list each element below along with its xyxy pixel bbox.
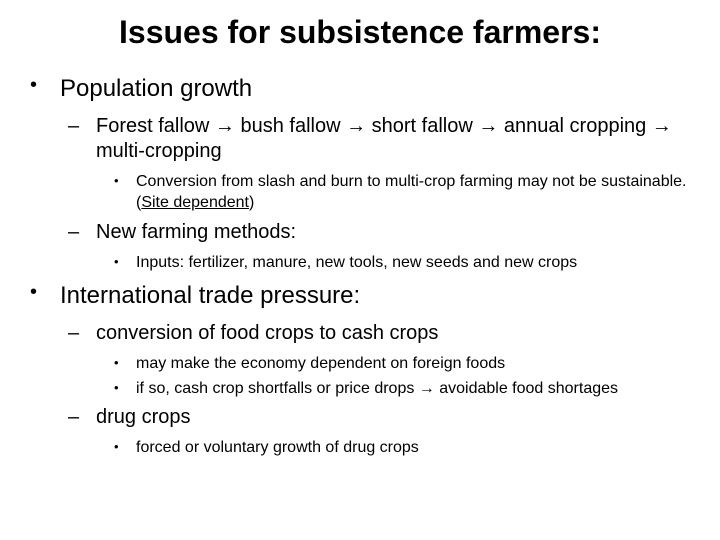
list-item-text: if so, cash crop shortfalls or price dro… (136, 379, 700, 400)
list-item: forced or voluntary growth of drug crops (96, 438, 700, 459)
slide-title: Issues for subsistence farmers: (20, 14, 700, 51)
list-item-text: drug crops (96, 405, 700, 430)
list-item-text: International trade pressure: (60, 280, 700, 311)
list-item: Conversion from slash and burn to multi-… (96, 172, 700, 214)
bullet-list-level3: Inputs: fertilizer, manure, new tools, n… (96, 253, 700, 274)
list-item: Forest fallow → bush fallow → short fall… (60, 114, 700, 214)
list-item-text: Inputs: fertilizer, manure, new tools, n… (136, 253, 700, 274)
list-item-text: conversion of food crops to cash crops (96, 321, 700, 346)
list-item-text: New farming methods: (96, 220, 700, 245)
list-item: Inputs: fertilizer, manure, new tools, n… (96, 253, 700, 274)
list-item: drug crops forced or voluntary growth of… (60, 405, 700, 459)
list-item-text: Population growth (60, 73, 700, 104)
list-item: conversion of food crops to cash crops m… (60, 321, 700, 400)
list-item: New farming methods: Inputs: fertilizer,… (60, 220, 700, 274)
list-item-text: Forest fallow → bush fallow → short fall… (96, 114, 700, 164)
bullet-list-level3: Conversion from slash and burn to multi-… (96, 172, 700, 214)
bullet-list-level3: may make the economy dependent on foreig… (96, 354, 700, 400)
list-item: International trade pressure: conversion… (20, 280, 700, 460)
list-item: Population growth Forest fallow → bush f… (20, 73, 700, 274)
bullet-list-level2: conversion of food crops to cash crops m… (60, 321, 700, 459)
list-item: if so, cash crop shortfalls or price dro… (96, 379, 700, 400)
list-item-text: may make the economy dependent on foreig… (136, 354, 700, 375)
list-item-text: Conversion from slash and burn to multi-… (136, 172, 700, 214)
list-item-text: forced or voluntary growth of drug crops (136, 438, 700, 459)
bullet-list-level3: forced or voluntary growth of drug crops (96, 438, 700, 459)
bullet-list-level1: Population growth Forest fallow → bush f… (20, 73, 700, 459)
list-item: may make the economy dependent on foreig… (96, 354, 700, 375)
bullet-list-level2: Forest fallow → bush fallow → short fall… (60, 114, 700, 273)
